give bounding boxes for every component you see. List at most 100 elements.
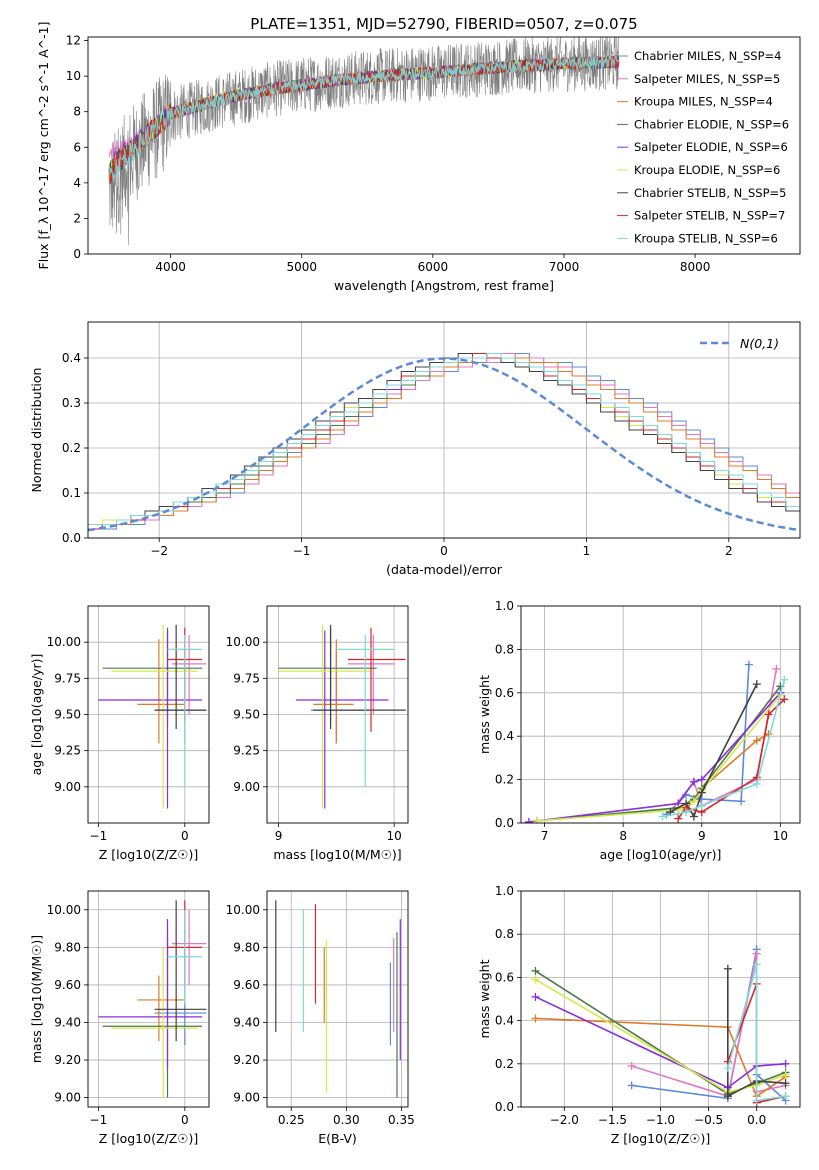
weight-marker [689, 777, 698, 786]
plot-area [88, 353, 800, 532]
y-tick-label: 0.4 [495, 1014, 514, 1028]
weight-marker [780, 695, 789, 704]
panel-mass_vs_ebv: 0.25 0.30 0.35 9.00 9.20 9.40 9.60 9.80 10.00 E(B… [226, 890, 415, 1146]
legend-label: Salpeter ELODIE, N_SSP=6 [634, 140, 788, 154]
weight-line-4 [535, 996, 786, 1089]
axes-frame [520, 890, 801, 1108]
x-tick-label: 7000 [549, 260, 580, 274]
x-tick-label: 0 [181, 1113, 189, 1127]
axes-frame [87, 605, 210, 824]
weight-marker [723, 964, 732, 973]
legend: Chabrier MILES, N_SSP=4 Salpeter MILES, N… [617, 49, 789, 245]
y-axis-label: mass weight [477, 675, 492, 754]
y-tick-label: 9.00 [54, 1091, 81, 1105]
panels: 4000 5000 6000 7000 8000024681012wavelength … [29, 22, 801, 1146]
x-tick-label: 5000 [286, 260, 317, 274]
y-tick-label: 0.6 [495, 970, 514, 984]
x-tick-label: −0.5 [694, 1113, 723, 1127]
y-tick-label: 10.00 [226, 903, 260, 917]
y-tick-label: 10.00 [47, 903, 81, 917]
y-tick-label: 0.4 [62, 351, 81, 365]
weight-marker [764, 710, 773, 719]
legend-label: Salpeter STELIB, N_SSP=7 [634, 209, 785, 223]
y-tick-label: 0.2 [62, 441, 81, 455]
weight-marker [531, 992, 540, 1001]
panel-age_vs_mass: 9 10 9.00 9.25 9.50 9.75 10.00 mass [log10(M/M☉… [226, 605, 409, 862]
x-tick-label: 0 [181, 829, 189, 843]
y-tick-label: 0.0 [62, 531, 81, 545]
plot-area [98, 900, 207, 1098]
y-tick-label: 0 [73, 247, 81, 261]
panel-weight_vs_age: 7 8 9 10 0.0 0.2 0.4 0.6 0.8 1.0 age [log10(age/yr… [477, 599, 801, 862]
spectrum-line-1 [108, 55, 620, 185]
weight-marker [752, 736, 761, 745]
x-tick-label: 7 [541, 829, 549, 843]
x-tick-label: 9 [698, 829, 706, 843]
x-tick-label: 0.35 [388, 1113, 415, 1127]
y-tick-label: 9.00 [233, 1091, 260, 1105]
spectrum-line-9 [108, 55, 620, 183]
plot-area [98, 624, 207, 809]
weight-marker [723, 1064, 732, 1073]
x-tick-label: −1.0 [646, 1113, 675, 1127]
x-axis-label: Z [log10(Z/Z☉)] [99, 1131, 199, 1146]
hist-step-1 [88, 353, 800, 530]
panel-spectrum: 4000 5000 6000 7000 8000 0 2 4 6 8 10 12 wavelength … [36, 22, 801, 293]
y-tick-label: 9.75 [233, 671, 260, 685]
weight-marker [781, 1070, 790, 1079]
weight-marker [689, 797, 698, 806]
y-tick-label: 0.3 [62, 396, 81, 410]
x-axis-label: mass [log10(M/M☉)] [273, 847, 401, 862]
y-tick-label: 9.00 [54, 780, 81, 794]
weight-marker [752, 949, 761, 958]
axes-frame [87, 36, 801, 255]
weight-marker [697, 788, 706, 797]
x-tick-label: 9 [275, 829, 283, 843]
legend-label: Chabrier STELIB, N_SSP=5 [634, 186, 786, 200]
y-tick-label: 6 [73, 140, 81, 154]
y-tick-label: 9.25 [233, 744, 260, 758]
weight-line-2 [535, 1017, 787, 1098]
weight-marker [682, 808, 691, 817]
y-tick-label: 1.0 [495, 599, 514, 613]
weight-line-8 [727, 964, 786, 1102]
normal-curve [88, 357, 800, 532]
legend-label: Chabrier MILES, N_SSP=4 [634, 49, 781, 63]
x-tick-label: −1 [90, 829, 108, 843]
y-tick-label: 0.8 [495, 642, 514, 656]
x-axis-label: age [log10(age/yr)] [600, 847, 722, 862]
x-tick-label: 4000 [155, 260, 186, 274]
y-tick-label: 0.2 [495, 1057, 514, 1071]
weight-marker [532, 816, 541, 823]
weight-marker [531, 975, 540, 984]
y-tick-label: 9.50 [54, 708, 81, 722]
hist-step-3 [88, 353, 800, 530]
y-tick-label: 9.50 [233, 708, 260, 722]
legend: N(0,1) [700, 336, 779, 351]
legend-label: Kroupa ELODIE, N_SSP=6 [634, 163, 780, 177]
panel-weight_vs_Z: −2.0 −1.5 −1.0 −0.5 0.0 0.0 0.2 0.4 0.6 0.8 1.0 Z [… [477, 884, 801, 1146]
weight-marker [627, 1081, 636, 1090]
y-tick-label: 9.80 [54, 940, 81, 954]
legend-label: Chabrier ELODIE, N_SSP=6 [634, 117, 789, 131]
weight-marker [772, 664, 781, 673]
panel-residuals: −2 −1 0 1 2 0.0 0.1 0.2 0.3 0.4 (data-model)/error… [29, 321, 801, 577]
y-tick-label: 1.0 [495, 884, 514, 898]
weight-marker [737, 797, 746, 806]
x-tick-label: 8000 [680, 260, 711, 274]
y-tick-label: 9.20 [54, 1053, 81, 1067]
y-tick-label: 0.1 [62, 486, 81, 500]
y-tick-label: 9.25 [54, 744, 81, 758]
x-tick-label: −2.0 [550, 1113, 579, 1127]
panel-mass_vs_Z: −1 0 9.00 9.20 9.40 9.60 9.80 10.00 Z [log10(Z/Z… [29, 890, 210, 1146]
figure-title: PLATE=1351, MJD=52790, FIBERID=0507, z=0… [250, 15, 637, 33]
x-tick-label: 0.30 [333, 1113, 360, 1127]
legend-label: Kroupa STELIB, N_SSP=6 [634, 231, 778, 245]
y-tick-label: 9.40 [54, 1015, 81, 1029]
x-axis-label: E(B-V) [318, 1131, 357, 1146]
plot-area [278, 624, 406, 809]
x-tick-label: 0.0 [747, 1113, 766, 1127]
legend-label: Kroupa MILES, N_SSP=4 [634, 95, 773, 109]
y-tick-label: 9.60 [233, 978, 260, 992]
weight-marker [531, 1014, 540, 1023]
